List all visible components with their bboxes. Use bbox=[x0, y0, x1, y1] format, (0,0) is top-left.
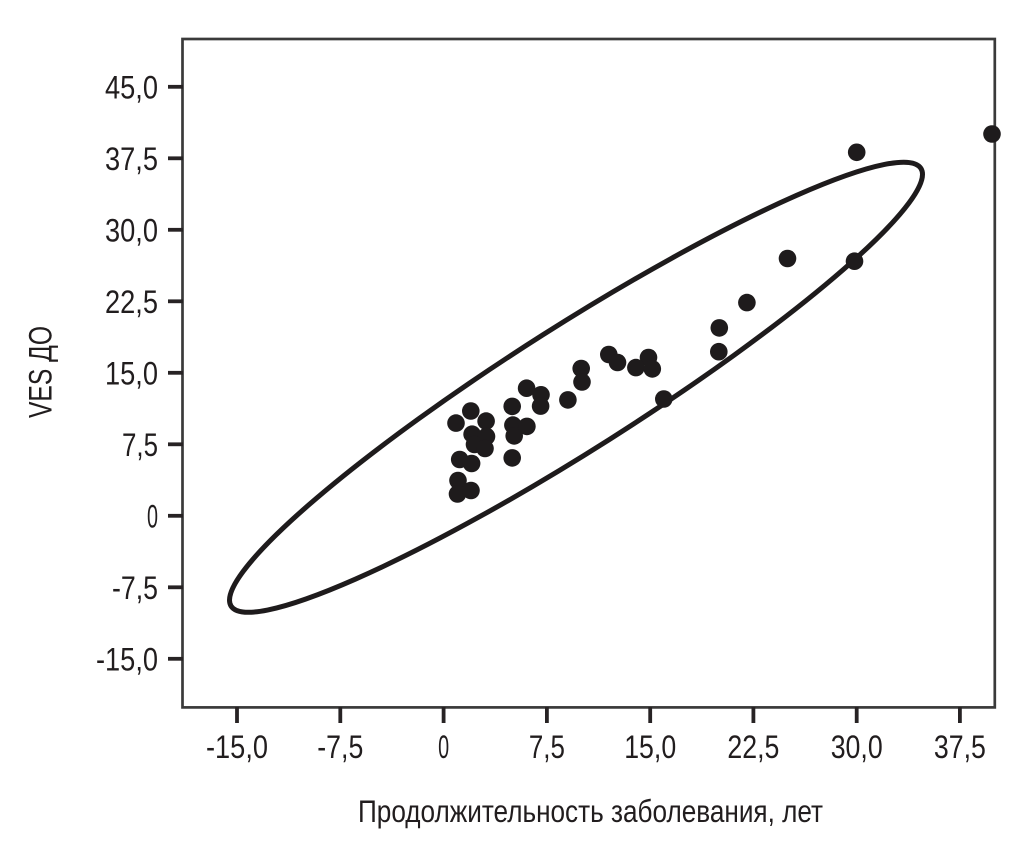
svg-text:Продолжительность заболевания,: Продолжительность заболевания, лет bbox=[358, 793, 823, 829]
svg-text:30,0: 30,0 bbox=[105, 212, 158, 248]
svg-text:VES ДО: VES ДО bbox=[23, 326, 59, 418]
svg-text:7,5: 7,5 bbox=[122, 427, 158, 463]
svg-text:30,0: 30,0 bbox=[831, 729, 883, 765]
svg-text:15,0: 15,0 bbox=[624, 729, 676, 765]
svg-text:37,5: 37,5 bbox=[105, 141, 158, 177]
svg-text:22,5: 22,5 bbox=[727, 729, 779, 765]
svg-text:22,5: 22,5 bbox=[105, 284, 158, 320]
svg-text:-15,0: -15,0 bbox=[96, 641, 158, 677]
svg-text:-7,5: -7,5 bbox=[317, 729, 363, 765]
svg-text:37,5: 37,5 bbox=[934, 729, 986, 765]
svg-text:-7,5: -7,5 bbox=[112, 570, 158, 606]
svg-text:0: 0 bbox=[147, 498, 158, 534]
svg-text:45,0: 45,0 bbox=[105, 69, 158, 105]
svg-text:15,0: 15,0 bbox=[105, 355, 158, 391]
svg-text:7,5: 7,5 bbox=[529, 729, 565, 765]
svg-text:0: 0 bbox=[438, 729, 449, 765]
svg-text:-15,0: -15,0 bbox=[206, 729, 268, 765]
